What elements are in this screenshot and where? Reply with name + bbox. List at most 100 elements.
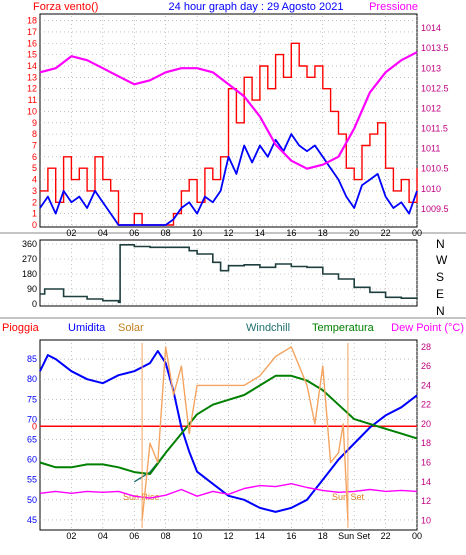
- y-right-tick-1-5: 1012: [421, 103, 441, 113]
- y-right-tick-1-1: 1010: [421, 184, 441, 194]
- y-left-tick-1-3: 3: [32, 186, 37, 196]
- x-tick-label-1-5: 12: [223, 228, 233, 238]
- y-left-tick-1-13: 13: [27, 72, 37, 82]
- series-dewpoint-line: [39, 483, 418, 499]
- x-tick-label-3-10: 22: [381, 531, 391, 541]
- y-left-tick-1-15: 15: [27, 50, 37, 60]
- y-left-tick-2-4: 360: [22, 239, 37, 249]
- x-tick-label-1-10: 22: [381, 228, 391, 238]
- x-tick-label-1-4: 10: [192, 228, 202, 238]
- y-right-tick-3-5: 20: [421, 419, 431, 429]
- y-left-tick-1-4: 4: [32, 175, 37, 185]
- y-right-tick-1-2: 1010.5: [421, 164, 449, 174]
- y-right-tick-3-4: 18: [421, 438, 431, 448]
- y-right-tick-1-8: 1013.5: [421, 43, 449, 53]
- x-tick-label-3-8: 18: [318, 531, 328, 541]
- y-left-tick-1-7: 7: [32, 140, 37, 150]
- x-tick-label-3-2: 06: [129, 531, 139, 541]
- y-left-tick-1-10: 10: [27, 106, 37, 116]
- y-left-tick-1-6: 6: [32, 152, 37, 162]
- x-tick-label-1-7: 16: [286, 228, 296, 238]
- y-right-tick-1-6: 1012.5: [421, 83, 449, 93]
- y-left-tick-2-0: 0: [32, 299, 37, 309]
- y-left-tick-3-4: 65: [27, 435, 37, 445]
- y-left-tick-1-17: 17: [27, 27, 37, 37]
- series-temperature-line: [39, 374, 418, 475]
- x-tick-label-3-9: Sun Set: [338, 531, 371, 541]
- x-tick-label-3-7: 16: [286, 531, 296, 541]
- y-left-tick-3-5: 70: [27, 414, 37, 424]
- y-left-tick-3-7: 80: [27, 374, 37, 384]
- x-tick-label-3-11: 00: [412, 531, 422, 541]
- header-center-title: 24 hour graph day : 29 Agosto 2021: [169, 1, 344, 13]
- y-left-tick-1-8: 8: [32, 129, 37, 139]
- x-tick-label-3-0: 02: [66, 531, 76, 541]
- series-direction-line: [40, 244, 418, 304]
- y-right-tick-3-0: 10: [421, 515, 431, 525]
- x-tick-label-1-0: 02: [66, 228, 76, 238]
- x-tick-label-3-3: 08: [161, 531, 171, 541]
- chart-marks: 02 04 06 08 10 12 14 16 18 20 22 000123456789101112…: [22, 16, 449, 541]
- x-tick-label-3-4: 10: [192, 531, 202, 541]
- x-tick-label-1-9: 20: [349, 228, 359, 238]
- x-tick-label-1-1: 04: [98, 228, 108, 238]
- header-left-title: Forza vento(): [33, 1, 98, 13]
- x-tick-label-1-11: 00: [412, 228, 422, 238]
- compass-label-n-top: N: [436, 237, 445, 251]
- y-left-tick-3-0: 45: [27, 515, 37, 525]
- y-right-tick-1-3: 1011: [421, 144, 440, 154]
- y-left-tick-2-3: 270: [22, 254, 37, 264]
- y-left-tick-3-3: 60: [27, 455, 37, 465]
- y-left-tick-3-8: 85: [27, 354, 37, 364]
- x-tick-label-1-8: 18: [318, 228, 328, 238]
- compass-label-w: W: [436, 253, 448, 267]
- y-left-tick-1-5: 5: [32, 163, 37, 173]
- legend-dewpoint: Dew Point (°C): [391, 322, 464, 334]
- y-left-tick-3-6: 75: [27, 394, 37, 404]
- x-tick-label-3-1: 04: [98, 531, 108, 541]
- y-right-tick-3-2: 14: [421, 477, 431, 487]
- y-left-tick-1-14: 14: [27, 61, 37, 71]
- y-right-tick-3-9: 28: [421, 342, 431, 352]
- y-left-tick-1-18: 18: [27, 16, 37, 26]
- y-right-tick-1-9: 1014: [421, 23, 441, 33]
- y-left-tick-3-1: 50: [27, 495, 37, 505]
- series-pressure-line: [39, 51, 418, 170]
- series-wind-line: [40, 42, 418, 226]
- y-right-tick-1-4: 1011.5: [421, 124, 448, 134]
- x-tick-label-3-5: 12: [223, 531, 233, 541]
- y-right-tick-1-7: 1013: [421, 63, 441, 73]
- y-left-tick-2-1: 90: [27, 284, 37, 294]
- y-right-tick-3-7: 24: [421, 380, 431, 390]
- y-left-tick-1-12: 12: [27, 84, 37, 94]
- series-solar-line: [141, 346, 349, 521]
- legend-pioggia: Pioggia: [2, 322, 40, 334]
- legend-windchill: Windchill: [246, 322, 290, 334]
- y-right-tick-3-6: 22: [421, 400, 431, 410]
- rain-axis-label: 0: [32, 421, 37, 431]
- y-left-tick-1-11: 11: [28, 95, 37, 105]
- compass-label-s: S: [436, 270, 444, 284]
- x-tick-label-1-6: 14: [255, 228, 265, 238]
- y-left-tick-1-9: 9: [32, 118, 37, 128]
- legend-solar: Solar: [118, 322, 144, 334]
- y-right-tick-3-1: 12: [421, 496, 431, 506]
- y-left-tick-1-0: 0: [32, 220, 37, 230]
- header-right-title: Pressione: [369, 1, 418, 13]
- y-left-tick-1-1: 1: [32, 209, 37, 219]
- x-tick-label-1-3: 08: [161, 228, 171, 238]
- series-humidity-line: [39, 350, 418, 513]
- y-right-tick-3-8: 26: [421, 361, 431, 371]
- y-left-tick-1-2: 2: [32, 197, 37, 207]
- legend-umidita: Umidita: [68, 322, 106, 334]
- compass-label-e: E: [436, 287, 444, 301]
- legend-temperatura: Temperatura: [312, 322, 375, 334]
- compass-label-n-bottom: N: [436, 304, 445, 318]
- y-right-tick-3-3: 16: [421, 457, 431, 467]
- x-tick-label-1-2: 06: [129, 228, 139, 238]
- y-left-tick-3-2: 55: [27, 475, 37, 485]
- series-gust-line: [39, 133, 418, 226]
- x-tick-label-3-6: 14: [255, 531, 265, 541]
- y-left-tick-2-2: 180: [22, 269, 37, 279]
